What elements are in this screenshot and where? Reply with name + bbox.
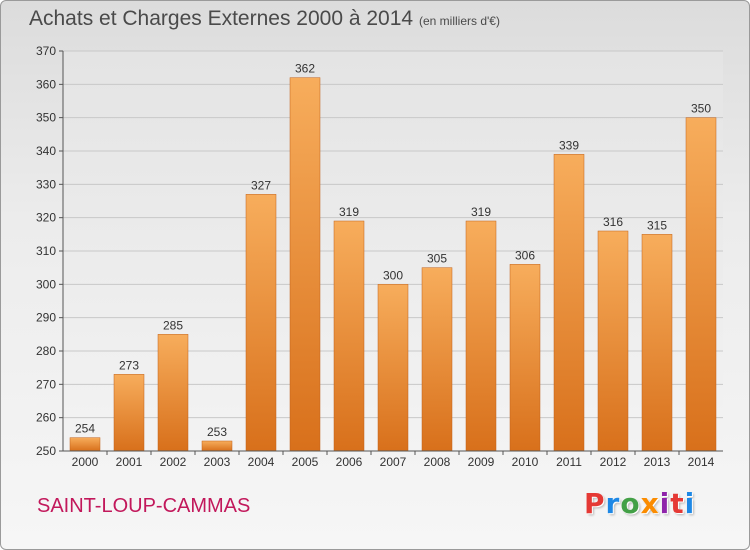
bar [157,334,189,452]
bar [465,220,497,452]
y-tick-label: 280 [36,344,56,358]
x-tick-label: 2002 [160,455,187,469]
value-labels: 254 273 285 253 327 362 319 300 305 319 306 339 316 3… [75,62,711,439]
x-tick-label: 2012 [600,455,627,469]
bar-value-label: 339 [559,138,579,152]
proxiti-logo-letter: t [670,487,685,520]
x-tick-label: 2004 [248,455,275,469]
y-tick-label: 320 [36,211,56,225]
bar [641,234,673,452]
bar [289,77,321,452]
y-tick-label: 310 [36,244,56,258]
x-tick-label: 2000 [72,455,99,469]
chart-title: Achats et Charges Externes 2000 à 2014 [29,7,414,30]
y-tick-label: 360 [36,77,56,91]
chart-subtitle: (en milliers d'€) [419,14,500,28]
bar-value-label: 306 [515,248,535,262]
bar-value-label: 300 [383,268,403,282]
bars [69,77,717,452]
bar-value-label: 254 [75,422,95,436]
bar [333,220,365,452]
bar [685,117,717,452]
bar [245,194,277,452]
bar-value-label: 315 [647,218,667,232]
bar [69,437,101,452]
proxiti-logo-letter: o [620,487,641,520]
bar [553,154,585,452]
proxiti-logo-letter: r [605,487,621,520]
x-tick-label: 2009 [468,455,495,469]
bar-value-label: 273 [119,358,139,372]
x-tick-label: 2014 [688,455,715,469]
bar-value-label: 316 [603,215,623,229]
bar-value-label: 319 [339,205,359,219]
x-tick-label: 2008 [424,455,451,469]
proxiti-logo-letter: i [659,487,671,520]
y-tick-label: 250 [36,444,56,458]
bar [201,440,233,452]
bar [113,374,145,452]
bar [377,284,409,452]
x-tick-label: 2001 [116,455,143,469]
bar-value-label: 319 [471,205,491,219]
x-tick-label: 2003 [204,455,231,469]
y-tick-label: 270 [36,377,56,391]
commune-name: SAINT-LOUP-CAMMAS [37,495,251,517]
bar [421,267,453,452]
proxiti-logo-letter: P [584,487,606,520]
bar-value-label: 362 [295,62,315,76]
y-tick-label: 290 [36,311,56,325]
y-tick-label: 370 [36,44,56,58]
proxiti-logo-letter: i [684,487,696,520]
bar-value-label: 350 [691,102,711,116]
y-tick-label: 340 [36,144,56,158]
y-tick-label: 300 [36,277,56,291]
x-tick-label: 2013 [644,455,671,469]
bar-value-label: 327 [251,178,271,192]
x-tick-label: 2010 [512,455,539,469]
bar-value-label: 285 [163,318,183,332]
bar [597,230,629,452]
proxiti-logo: Proxiti [584,487,695,520]
bar-value-label: 253 [207,425,227,439]
x-tick-label: 2011 [556,455,582,469]
proxiti-logo-letter: x [640,487,660,520]
bar-value-label: 305 [427,252,447,266]
bar [509,264,541,452]
y-tick-label: 260 [36,411,56,425]
x-tick-label: 2005 [292,455,319,469]
y-tick-label: 350 [36,111,56,125]
axes: 250 260 270 280 290 300 310 320 330 340 350 360 370 2… [36,44,723,469]
y-tick-label: 330 [36,177,56,191]
x-tick-label: 2007 [380,455,407,469]
x-tick-label: 2006 [336,455,363,469]
